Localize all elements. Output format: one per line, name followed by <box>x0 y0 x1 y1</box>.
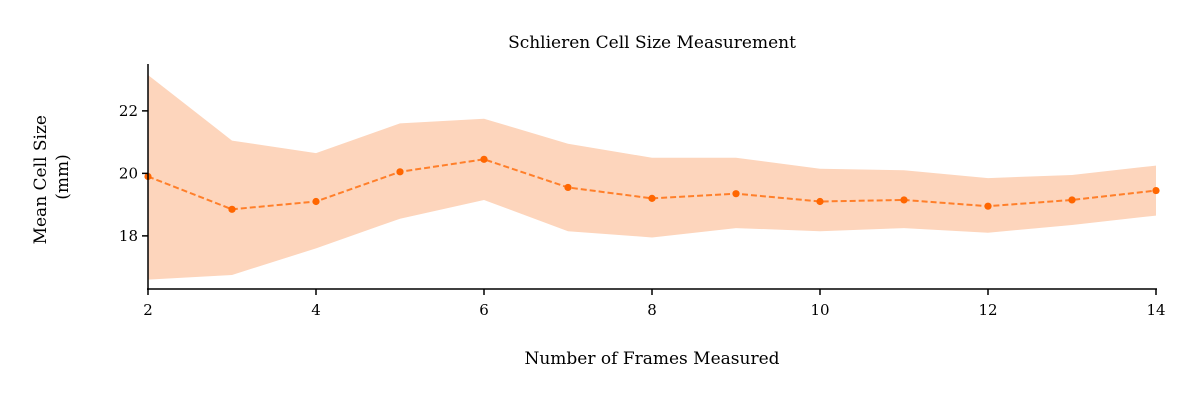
data-point <box>1068 196 1076 204</box>
x-axis-label: Number of Frames Measured <box>524 349 779 369</box>
data-point <box>648 194 656 202</box>
chart-title: Schlieren Cell Size Measurement <box>508 33 796 53</box>
x-tick-label: 6 <box>479 301 489 319</box>
x-tick-label: 10 <box>810 301 829 319</box>
data-point <box>1152 186 1160 195</box>
data-point <box>564 183 572 192</box>
x-tick-label: 12 <box>978 301 997 319</box>
data-point <box>396 168 404 176</box>
x-tick-label: 4 <box>311 301 321 319</box>
series-marker-layer <box>144 155 1160 213</box>
y-tick-label: 18 <box>119 227 138 245</box>
data-point <box>816 197 824 206</box>
data-point <box>228 205 236 213</box>
x-tick-label: 14 <box>1146 301 1165 319</box>
confidence-band <box>148 74 1156 280</box>
y-tick-label: 22 <box>119 102 138 120</box>
data-point <box>900 196 908 204</box>
y-tick-label: 20 <box>119 164 138 182</box>
x-tick-label: 2 <box>143 301 153 319</box>
confidence-band-layer <box>148 74 1156 280</box>
data-point <box>984 202 992 210</box>
data-point <box>732 190 740 198</box>
data-point <box>480 155 488 163</box>
y-axis-label-line-2: (mm) <box>53 154 73 200</box>
data-point <box>312 197 320 206</box>
x-ticks: 2 4 6 8 10 12 14 <box>143 289 1166 319</box>
y-axis-label: Mean Cell Size (mm) <box>31 110 73 245</box>
y-axis-label-line-1: Mean Cell Size <box>31 115 51 244</box>
x-tick-label: 8 <box>647 301 657 319</box>
y-ticks: 18 20 22 <box>119 102 148 245</box>
